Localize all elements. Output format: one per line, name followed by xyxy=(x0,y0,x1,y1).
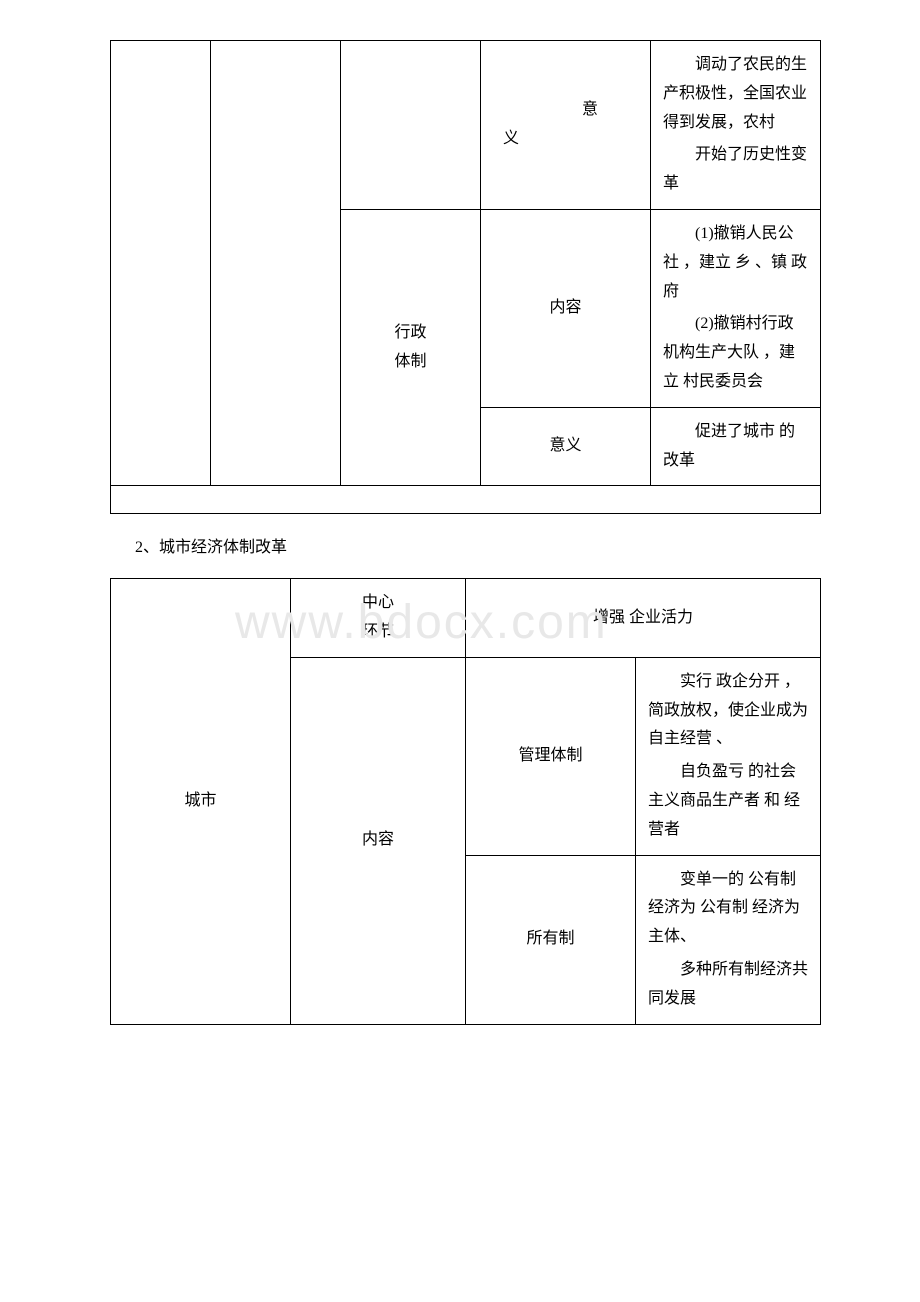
table-1: 意 义 调动了农民的生产积极性，全国农业得到发展，农村 开始了历史性变革 行政 … xyxy=(110,40,821,514)
text-para: (1)撤销人民公社 ，建立 乡 、镇 政府 xyxy=(663,220,808,306)
t2-center-link-label: 中心 环节 xyxy=(291,579,466,658)
text-para: 开始了历史性变革 xyxy=(663,141,808,199)
text-line: 行政 xyxy=(353,319,468,348)
text-para: (2)撤销村行政机构生产大队 ，建立 村民委员会 xyxy=(663,310,808,396)
t2-ownership-content: 变单一的 公有制 经济为 公有制 经济为主体、 多种所有制经济共同发展 xyxy=(636,855,821,1024)
text-para: 自负盈亏 的社会主义商品生产者 和 经营者 xyxy=(648,758,808,844)
text-char: 义 xyxy=(493,125,638,154)
t1-r2-admin-label: 行政 体制 xyxy=(341,209,481,485)
t1-r3-meaning-content: 促进了城市 的改革 xyxy=(651,407,821,486)
text-para: 实行 政企分开 ，简政放权，使企业成为 自主经营 、 xyxy=(648,668,808,754)
text-line: 中心 xyxy=(303,589,453,618)
text-para: 促进了城市 的改革 xyxy=(663,418,808,476)
t1-r2-content-label: 内容 xyxy=(481,209,651,407)
t1-r2-content: (1)撤销人民公社 ，建立 乡 、镇 政府 (2)撤销村行政机构生产大队 ，建立… xyxy=(651,209,821,407)
text-line: 环节 xyxy=(303,618,453,647)
section-heading-2: 2、城市经济体制改革 xyxy=(135,534,880,563)
t1-r1-meaning-label: 意 义 xyxy=(481,41,651,210)
t1-col1-empty xyxy=(111,41,211,486)
text-para: 调动了农民的生产积极性，全国农业得到发展，农村 xyxy=(663,51,808,137)
text-para: 变单一的 公有制 经济为 公有制 经济为主体、 xyxy=(648,866,808,952)
t2-content-label: 内容 xyxy=(291,657,466,1024)
t2-mgmt-content: 实行 政企分开 ，简政放权，使企业成为 自主经营 、 自负盈亏 的社会主义商品生… xyxy=(636,657,821,855)
t1-col3-empty xyxy=(341,41,481,210)
page-container: www.bdocx.com 意 义 调动了农民的生产积极性，全国农业得到发展，农… xyxy=(40,40,880,1025)
t1-r1-meaning-content: 调动了农民的生产积极性，全国农业得到发展，农村 开始了历史性变革 xyxy=(651,41,821,210)
text-line: 体制 xyxy=(353,348,468,377)
t1-col2-empty xyxy=(211,41,341,486)
t2-city-label: 城市 xyxy=(111,579,291,1024)
text-char: 意 xyxy=(493,96,638,125)
table-2: 城市 中心 环节 增强 企业活力 内容 管理体制 实行 政企分开 ，简政放权，使… xyxy=(110,578,821,1024)
table-row: 城市 中心 环节 增强 企业活力 xyxy=(111,579,821,658)
t2-mgmt-label: 管理体制 xyxy=(466,657,636,855)
t2-ownership-label: 所有制 xyxy=(466,855,636,1024)
t1-r3-meaning-label: 意义 xyxy=(481,407,651,486)
text-para: 多种所有制经济共同发展 xyxy=(648,956,808,1014)
table-row: 意 义 调动了农民的生产积极性，全国农业得到发展，农村 开始了历史性变革 xyxy=(111,41,821,210)
t1-empty-row xyxy=(111,486,821,514)
t2-enhance-vitality: 增强 企业活力 xyxy=(466,579,821,658)
table-row xyxy=(111,486,821,514)
